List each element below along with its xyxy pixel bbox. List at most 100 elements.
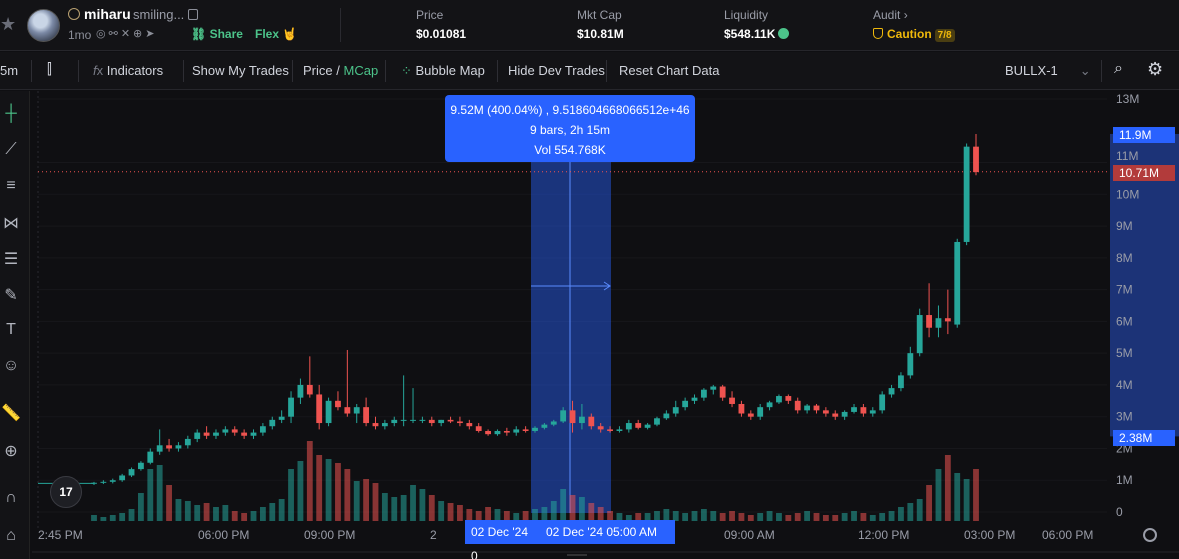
candle-body [363,407,370,424]
volume-bar [541,507,548,521]
show-my-trades-button[interactable]: Show My Trades [192,63,289,78]
candle-body [372,423,379,427]
candle-body [381,423,388,427]
volume-bar [607,511,613,521]
candle-body [100,481,107,483]
flex-button[interactable]: Flex 🤘 [255,27,298,41]
candle-body [138,462,144,470]
toolbar-divider [606,60,607,82]
candle-body [879,394,886,411]
volume-bar [532,509,538,521]
candle-body [935,318,942,328]
trend-line-icon[interactable]: ⟋ [5,141,17,158]
x-axis-tick-label: 09:00 PM [304,528,355,542]
volume-bar [700,509,707,521]
horizontal-lines-icon[interactable]: ≡ [6,177,16,194]
volume-bar [813,513,820,521]
tradingview-logo[interactable]: 17 [50,476,82,508]
volume-bar [879,513,886,521]
token-avatar [27,9,60,42]
volume-bar [916,499,923,521]
lock-drawings-icon[interactable]: ⌂ [6,527,16,544]
candle-body [738,403,745,414]
pattern-icon[interactable]: ⋈ [3,215,19,232]
candle-type-icon[interactable]: ⫿ [47,61,52,78]
volume-bar [766,511,773,521]
volume-bar [522,511,529,521]
bubble-map-button[interactable]: ⁘ Bubble Map [401,63,485,79]
x-axis-tick-label: 06:00 PM [198,528,249,542]
candle-body [259,426,266,433]
volume-bar [729,511,735,521]
candle-body [532,427,538,431]
volume-bar [288,469,294,521]
volume-bar [672,511,679,521]
axis-settings-icon[interactable] [1143,528,1157,542]
candle-body [766,402,773,408]
volume-bar [128,509,135,521]
audit-score-badge: 7/8 [934,29,955,42]
candle-body [785,396,792,401]
crosshair-icon[interactable]: ┼ [5,105,17,122]
candle-body [954,241,961,325]
share-button[interactable]: ⛓ Share [191,27,243,41]
candle-body [109,480,116,482]
price-label: Price [416,8,444,22]
reset-chart-button[interactable]: Reset Chart Data [619,63,720,78]
audit-stat[interactable]: Audit › Caution 7/8 [873,8,955,42]
candle-body [475,426,482,431]
candle-body [907,353,914,376]
star-icon[interactable]: ★ [0,14,17,34]
candle-body [306,384,313,395]
ruler-icon[interactable]: 📏 [1,405,21,422]
zoom-in-icon[interactable]: ⊕ [4,443,18,460]
volume-bar [306,441,313,521]
copy-icon[interactable] [188,9,198,20]
x-axis-tick-label: 12:00 PM [858,528,909,542]
volume-bar [475,511,482,521]
volume-bar [428,495,435,521]
volume-bar [109,515,116,521]
candle-body [325,400,332,424]
candle-body [457,421,463,424]
chart-area[interactable]: 13M 11M 10M 9M 8M 7M 6M 5M 4M 3M 2M 1M 0 2:45 PM 06:00… [32,91,1179,559]
volume-bar [588,503,595,521]
candle-body [175,445,182,449]
x-axis-tick-label: 03:00 PM [964,528,1015,542]
social-links[interactable]: ◎⚯✕⊕➤ [96,28,158,40]
candle-body [316,394,323,424]
candle-body [719,386,726,398]
hide-dev-trades-button[interactable]: Hide Dev Trades [508,63,605,78]
magnet-icon[interactable]: ∩ [5,489,17,506]
volume-bar [372,483,379,521]
volume-bar [175,499,182,521]
text-icon[interactable]: T [6,321,16,338]
interval-selector[interactable]: 5m [0,63,19,78]
fib-icon[interactable]: ☰ [3,251,19,268]
candle-body [804,405,811,411]
pump-icon [68,8,80,20]
candle-body [710,386,717,390]
symbol-selector[interactable]: BULLX-1 ⌄ [1005,63,1091,79]
volume-bar [719,513,726,521]
link-icon: ⛓ [191,27,210,41]
y-axis-tick-label: 10M [1116,187,1139,201]
candle-body [288,397,294,417]
zoom-icon[interactable]: ⌕ [1114,60,1123,77]
y-axis-tick-label: 6M [1116,314,1133,328]
settings-gear-icon[interactable]: ⚙ [1147,59,1164,79]
volume-bar [466,509,473,521]
volume-bar [691,511,698,521]
volume-bar [822,515,829,521]
price-mcap-toggle[interactable]: Price / MCap [303,63,378,78]
candle-body [241,432,248,436]
brush-icon[interactable]: ✎ [4,287,18,304]
candle-body [832,413,839,417]
indicators-button[interactable]: fx Indicators [93,63,163,78]
volume-bar [222,505,229,521]
y-range-upper-flag: 11.9M [1113,127,1175,143]
volume-bar [410,485,416,521]
emoji-icon[interactable]: ☺ [2,357,20,374]
volume-bar [616,513,623,521]
